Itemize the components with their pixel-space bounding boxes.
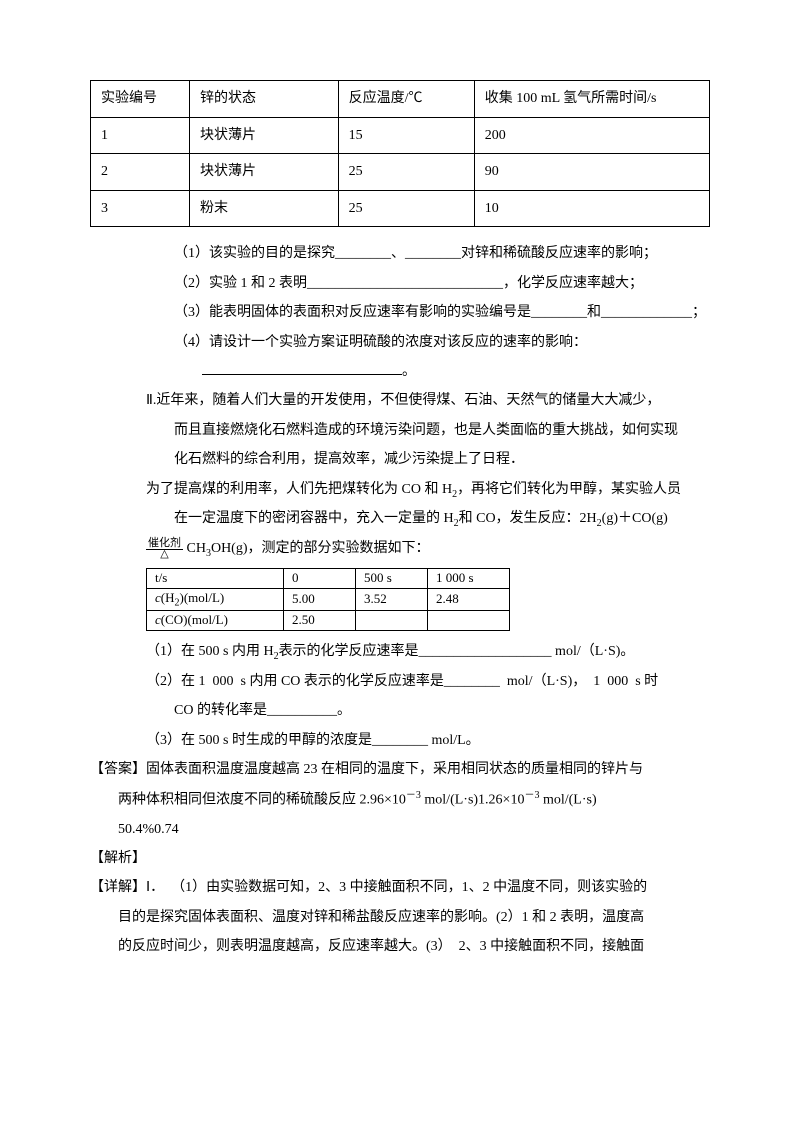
th: 反应温度/℃: [338, 81, 474, 118]
part2-q2: （2）在 1 000 s 内用 CO 表示的化学反应速率是________ mo…: [90, 667, 710, 726]
reaction-product: CH3OH(g)，测定的部分实验数据如下：: [187, 541, 430, 556]
th: 收集 100 mL 氢气所需时间/s: [474, 81, 709, 118]
table-row: 1 块状薄片 15 200: [91, 117, 710, 154]
answer-label: 【答案】: [90, 762, 146, 777]
part2-method: 为了提高煤的利用率，人们先把煤转化为 CO 和 H2，再将它们转化为甲醇，某实验…: [90, 475, 710, 535]
reaction-line: 催化剂 △ CH3OH(g)，测定的部分实验数据如下：: [90, 534, 710, 564]
detail-block: 【详解】Ⅰ． （1）由实验数据可知，2、3 中接触面积不同，1、2 中温度不同，…: [90, 873, 710, 902]
detail-cont2: 的反应时间少，则表明温度越高，反应速率越大。(3） 2、3 中接触面积不同，接触…: [90, 932, 710, 961]
table-header-row: 实验编号 锌的状态 反应温度/℃ 收集 100 mL 氢气所需时间/s: [91, 81, 710, 118]
experiment-table: 实验编号 锌的状态 反应温度/℃ 收集 100 mL 氢气所需时间/s 1 块状…: [90, 80, 710, 227]
question-2: （2）实验 1 和 2 表明__________________________…: [90, 269, 710, 298]
th: 锌的状态: [190, 81, 339, 118]
question-3: （3）能表明固体的表面积对反应速率有影响的实验编号是________和_____…: [90, 298, 710, 327]
data-table: t/s 0 500 s 1 000 s c(H2)(mol/L) 5.00 3.…: [146, 568, 510, 631]
table-row: c(H2)(mol/L) 5.00 3.52 2.48: [147, 588, 510, 611]
heat-symbol: △: [160, 548, 168, 560]
answer-cont2: 50.4%0.74: [90, 815, 710, 844]
part2-q1: （1）在 500 s 内用 H2表示的化学反应速率是______________…: [90, 637, 710, 667]
question-4-blank: 。: [90, 357, 710, 386]
detail-label: 【详解】: [90, 880, 146, 895]
jiexi-label: 【解析】: [90, 844, 710, 873]
question-4: （4）请设计一个实验方案证明硫酸的浓度对该反应的速率的影响：: [90, 328, 710, 357]
question-1: （1）该实验的目的是探究________、________对锌和稀硫酸反应速率的…: [90, 239, 710, 268]
answer-text: 固体表面积温度温度越高 23 在相同的温度下，采用相同状态的质量相同的锌片与: [146, 762, 643, 777]
th: 实验编号: [91, 81, 190, 118]
part2-intro: Ⅱ.近年来，随着人们大量的开发使用，不但使得煤、石油、天然气的储量大大减少， 而…: [90, 386, 710, 474]
table-row: t/s 0 500 s 1 000 s: [147, 568, 510, 588]
table-row: c(CO)(mol/L) 2.50: [147, 611, 510, 631]
table-row: 3 粉末 25 10: [91, 190, 710, 227]
part2-q3: （3）在 500 s 时生成的甲醇的浓度是________ mol/L。: [90, 726, 710, 755]
answer-block: 【答案】固体表面积温度温度越高 23 在相同的温度下，采用相同状态的质量相同的锌…: [90, 755, 710, 784]
table-row: 2 块状薄片 25 90: [91, 154, 710, 191]
answer-cont: 两种体积相同但浓度不同的稀硫酸反应 2.96×10－3 mol/(L·s)1.2…: [90, 785, 710, 815]
detail-cont: 目的是探究固体表面积、温度对锌和稀盐酸反应速率的影响。(2）1 和 2 表明，温…: [90, 903, 710, 932]
